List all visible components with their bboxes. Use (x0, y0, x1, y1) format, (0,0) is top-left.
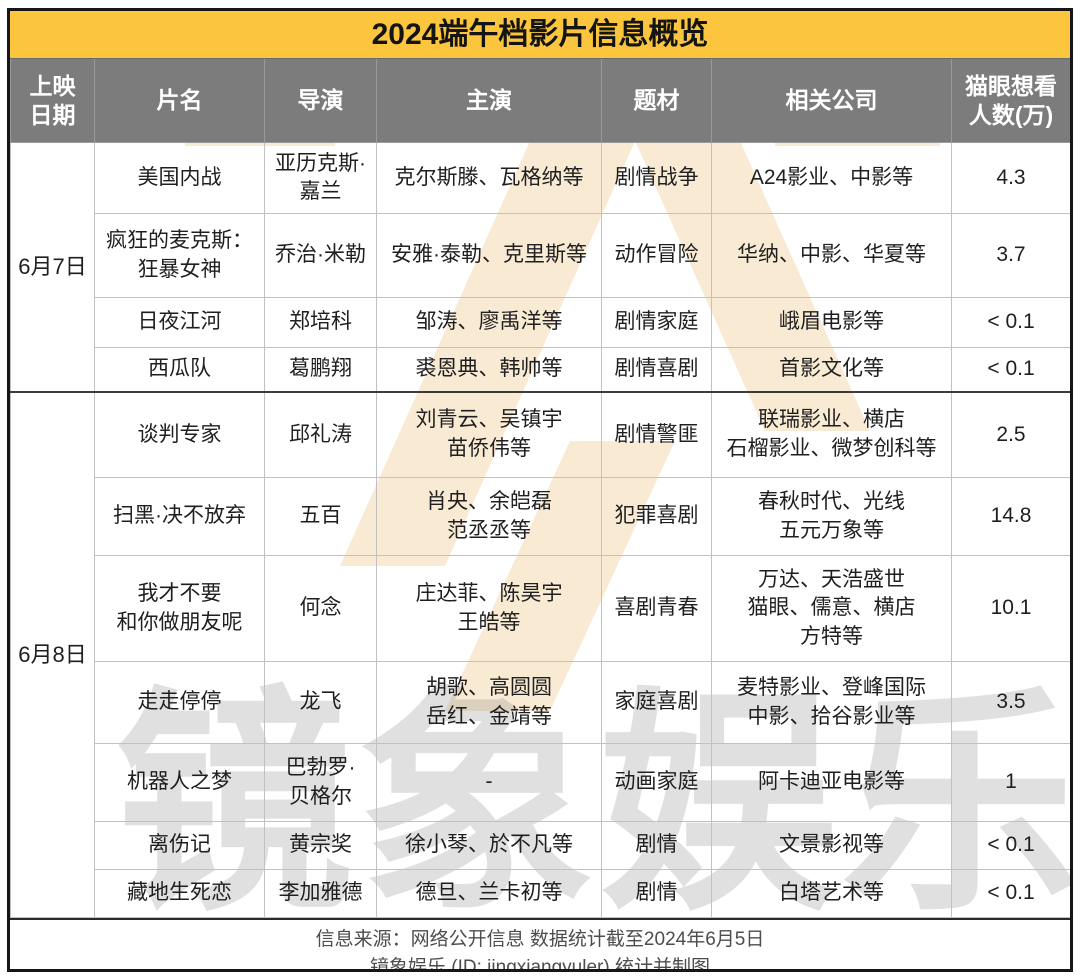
film-maoyan-count: 14.8 (951, 477, 1070, 556)
film-companies: 峨眉电影等 (711, 297, 952, 348)
film-maoyan-count: 4.3 (951, 142, 1070, 214)
film-maoyan-count: < 0.1 (951, 347, 1070, 392)
film-companies: 阿卡迪亚电影等 (711, 743, 952, 822)
film-name: 走走停停 (94, 661, 265, 744)
col-header-genre: 题材 (601, 59, 712, 143)
film-name: 西瓜队 (94, 347, 265, 392)
film-companies: 首影文化等 (711, 347, 952, 392)
col-header-companies: 相关公司 (711, 59, 952, 143)
film-genre: 家庭喜剧 (601, 661, 712, 744)
film-cast: 邹涛、廖禹洋等 (376, 297, 602, 348)
film-director: 乔治·米勒 (264, 213, 377, 298)
footer-credit-line: 镜象娱乐 (ID: jingxiangyuler) 统计并制图 (370, 956, 710, 972)
footer-source-line: 信息来源：网络公开信息 数据统计截至2024年6月5日 (315, 929, 765, 950)
film-maoyan-count: 3.7 (951, 213, 1070, 298)
film-name: 日夜江河 (94, 297, 265, 348)
film-row: 西瓜队 葛鹏翔 裘恩典、韩帅等 剧情喜剧 首影文化等 < 0.1 (11, 347, 1070, 392)
release-date-cell: 6月8日 (10, 390, 95, 918)
film-cast: 裘恩典、韩帅等 (376, 347, 602, 392)
film-companies: 春秋时代、光线 五元万象等 (711, 477, 952, 556)
film-row: 我才不要 和你做朋友呢 何念 庄达菲、陈昊宇 王皓等 喜剧青春 万达、天浩盛世 … (11, 555, 1070, 662)
film-director: 何念 (264, 555, 377, 662)
film-name: 机器人之梦 (94, 743, 265, 822)
film-genre: 动作冒险 (601, 213, 712, 298)
film-row: 离伤记 黄宗奖 徐小琴、於不凡等 剧情 文景影视等 < 0.1 (11, 821, 1070, 870)
col-header-maoyan-count: 猫眼想看 人数(万) (951, 59, 1070, 143)
infographic-board: 镜象娱乐 2024端午档影片信息概览 上映 日期 片名 导演 主演 题材 相关公… (7, 8, 1073, 972)
film-name: 疯狂的麦克斯： 狂暴女神 (94, 213, 265, 298)
film-director: 亚历克斯· 嘉兰 (264, 142, 377, 214)
film-genre: 剧情家庭 (601, 297, 712, 348)
film-companies: A24影业、中影等 (711, 142, 952, 214)
film-name: 藏地生死恋 (94, 869, 265, 918)
film-row: 6月7日 美国内战 亚历克斯· 嘉兰 克尔斯滕、瓦格纳等 剧情战争 A24影业、… (10, 142, 1070, 392)
film-director: 郑培科 (264, 297, 377, 348)
film-maoyan-count: < 0.1 (951, 821, 1070, 870)
col-header-cast: 主演 (376, 59, 602, 143)
films-table: 上映 日期 片名 导演 主演 题材 相关公司 猫眼想看 人数(万) 6月7日 美… (10, 59, 1070, 918)
film-companies: 白塔艺术等 (711, 869, 952, 918)
film-director: 五百 (264, 477, 377, 556)
film-companies: 华纳、中影、华夏等 (711, 213, 952, 298)
film-genre: 剧情战争 (601, 142, 712, 214)
film-director: 邱礼涛 (264, 390, 377, 478)
col-header-film-name: 片名 (94, 59, 265, 143)
film-cast: 徐小琴、於不凡等 (376, 821, 602, 870)
film-genre: 喜剧青春 (601, 555, 712, 662)
film-cast: 胡歌、高圆圆 岳红、金靖等 (376, 661, 602, 744)
film-cast: 肖央、余皑磊 范丞丞等 (376, 477, 602, 556)
page-title: 2024端午档影片信息概览 (10, 11, 1070, 59)
film-genre: 动画家庭 (601, 743, 712, 822)
film-cast: 克尔斯滕、瓦格纳等 (376, 142, 602, 214)
film-companies: 文景影视等 (711, 821, 952, 870)
film-director: 李加雅德 (264, 869, 377, 918)
film-name: 扫黑·决不放弃 (94, 477, 265, 556)
film-cast: 德旦、兰卡初等 (376, 869, 602, 918)
film-row: 日夜江河 郑培科 邹涛、廖禹洋等 剧情家庭 峨眉电影等 < 0.1 (11, 297, 1070, 348)
film-maoyan-count: 1 (951, 743, 1070, 822)
film-row: 扫黑·决不放弃 五百 肖央、余皑磊 范丞丞等 犯罪喜剧 春秋时代、光线 五元万象… (11, 477, 1070, 556)
film-row: 藏地生死恋 李加雅德 德旦、兰卡初等 剧情 白塔艺术等 < 0.1 (11, 869, 1070, 918)
film-cast: 安雅·泰勒、克里斯等 (376, 213, 602, 298)
release-date-cell: 6月7日 (10, 142, 95, 392)
col-header-release-date: 上映 日期 (10, 59, 95, 143)
film-maoyan-count: < 0.1 (951, 297, 1070, 348)
film-cast: 刘青云、吴镇宇 苗侨伟等 (376, 390, 602, 478)
film-row: 机器人之梦 巴勃罗· 贝格尔 - 动画家庭 阿卡迪亚电影等 1 (11, 743, 1070, 822)
header-row: 上映 日期 片名 导演 主演 题材 相关公司 猫眼想看 人数(万) (10, 59, 1070, 143)
film-director: 龙飞 (264, 661, 377, 744)
film-row: 走走停停 龙飞 胡歌、高圆圆 岳红、金靖等 家庭喜剧 麦特影业、登峰国际 中影、… (11, 661, 1070, 744)
film-maoyan-count: 10.1 (951, 555, 1070, 662)
film-companies: 麦特影业、登峰国际 中影、拾谷影业等 (711, 661, 952, 744)
film-director: 黄宗奖 (264, 821, 377, 870)
film-name: 美国内战 (94, 142, 265, 214)
film-director: 巴勃罗· 贝格尔 (264, 743, 377, 822)
film-director: 葛鹏翔 (264, 347, 377, 392)
film-maoyan-count: 3.5 (951, 661, 1070, 744)
film-genre: 剧情喜剧 (601, 347, 712, 392)
film-companies: 万达、天浩盛世 猫眼、儒意、横店 方特等 (711, 555, 952, 662)
film-cast: - (376, 743, 602, 822)
film-genre: 剧情 (601, 869, 712, 918)
film-maoyan-count: < 0.1 (951, 869, 1070, 918)
film-cast: 庄达菲、陈昊宇 王皓等 (376, 555, 602, 662)
film-name: 谈判专家 (94, 390, 265, 478)
film-row: 疯狂的麦克斯： 狂暴女神 乔治·米勒 安雅·泰勒、克里斯等 动作冒险 华纳、中影… (11, 213, 1070, 298)
footer-attribution: 信息来源：网络公开信息 数据统计截至2024年6月5日 镜象娱乐 (ID: ji… (10, 918, 1070, 972)
film-maoyan-count: 2.5 (951, 390, 1070, 478)
film-name: 我才不要 和你做朋友呢 (94, 555, 265, 662)
col-header-director: 导演 (264, 59, 377, 143)
film-genre: 剧情警匪 (601, 390, 712, 478)
film-name: 离伤记 (94, 821, 265, 870)
film-genre: 犯罪喜剧 (601, 477, 712, 556)
film-companies: 联瑞影业、横店 石榴影业、微梦创科等 (711, 390, 952, 478)
film-row: 6月8日 谈判专家 邱礼涛 刘青云、吴镇宇 苗侨伟等 剧情警匪 联瑞影业、横店 … (10, 390, 1070, 918)
film-genre: 剧情 (601, 821, 712, 870)
